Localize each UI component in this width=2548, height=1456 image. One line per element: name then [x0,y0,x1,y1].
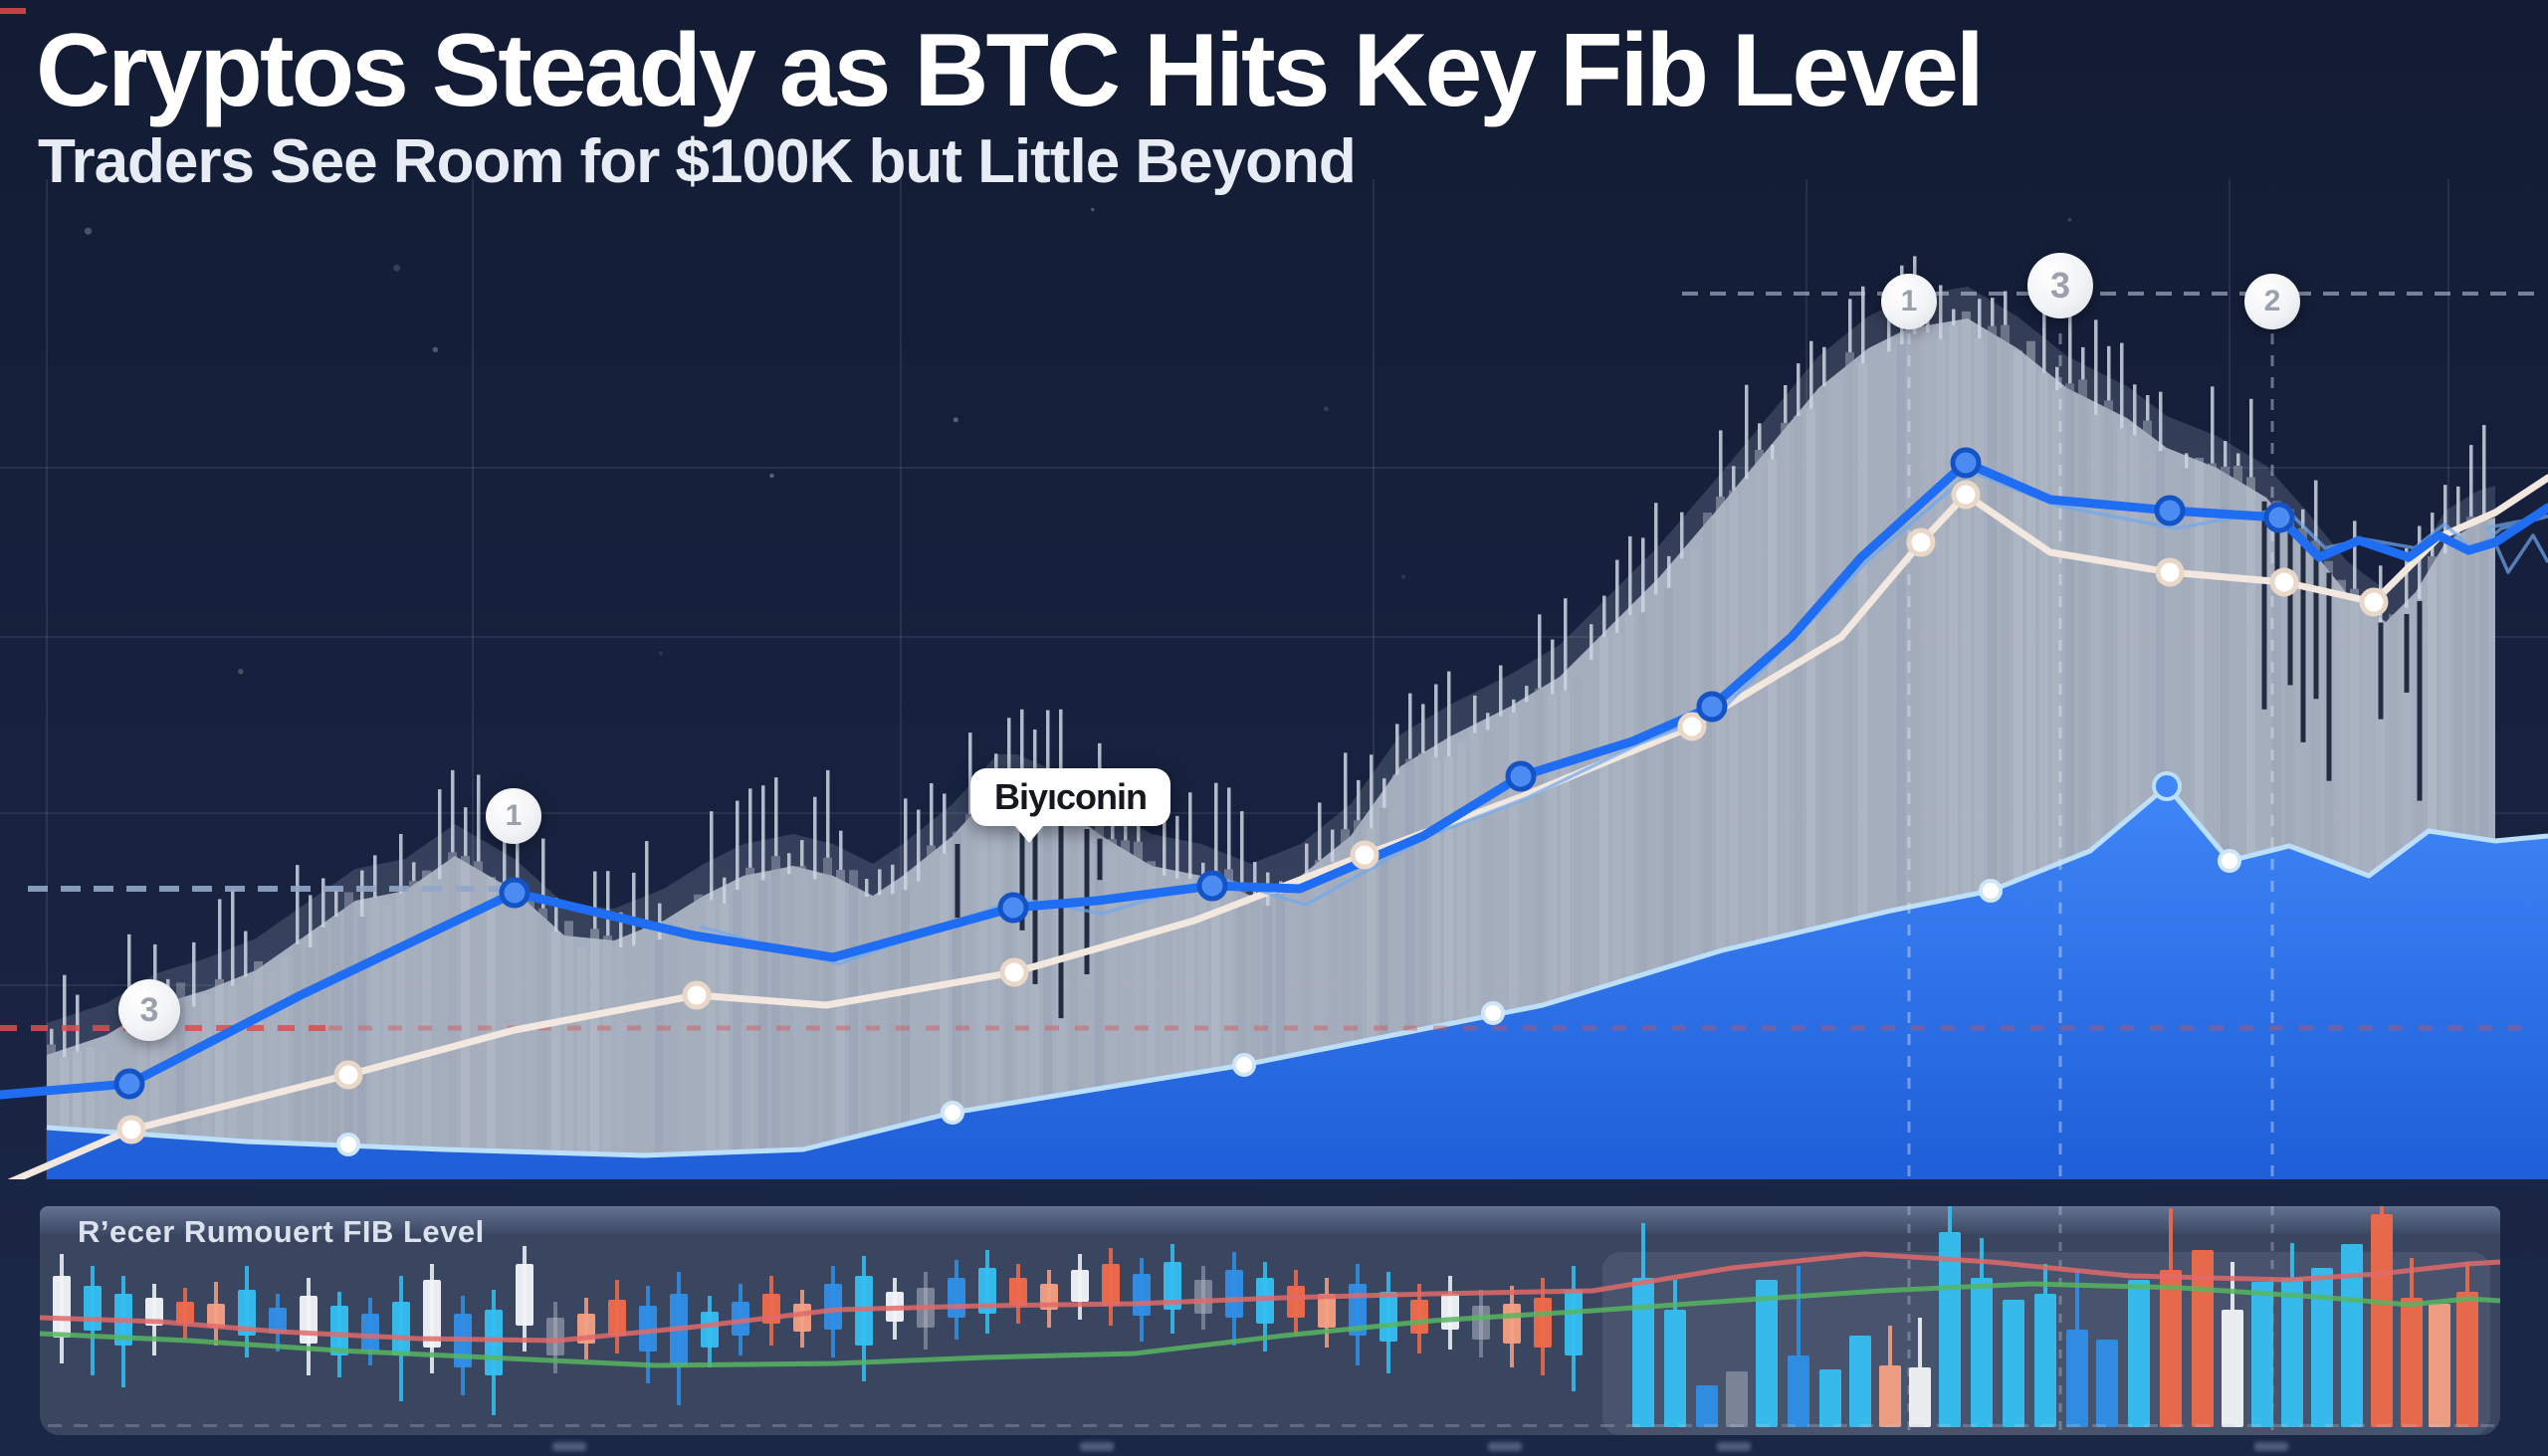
panel-title: Rʼecer Rumouert FIB Level [78,1214,485,1249]
badge-number: 2 [2263,285,2281,317]
axis-tick-smudge [1488,1442,1522,1451]
fib-level-panel: Rʼecer Rumouert FIB Level [40,1206,2500,1435]
axis-tick-smudge [552,1442,586,1451]
headline-block: Cryptos Steady as BTC Hits Key Fib Level… [36,13,1985,197]
badge-number: 1 [505,799,523,832]
badge-number: 3 [2049,265,2071,306]
candlestick-panel-chart[interactable] [40,1206,2500,1435]
badge-number: 3 [139,990,159,1029]
axis-tick-smudge [1080,1442,1114,1451]
price-tooltip-label: Biyıconin [994,776,1148,817]
axis-tick-smudge [1717,1442,1751,1451]
marker-badge-3: 3 [2027,253,2093,318]
marker-badge-3: 3 [118,979,180,1041]
main-price-chart[interactable] [0,179,2548,1179]
marker-badge-2: 2 [2244,274,2300,329]
price-tooltip: Biyıconin [970,768,1171,843]
badge-number: 1 [1900,285,1918,317]
axis-tick-smudge [2254,1442,2288,1451]
corner-red-tick [0,8,26,14]
page-subtitle: Traders See Room for $100K but Little Be… [38,127,1357,197]
marker-badge-1: 1 [1881,274,1937,329]
page-title: Cryptos Steady as BTC Hits Key Fib Level [36,13,1985,128]
marker-badge-1: 1 [486,788,541,844]
